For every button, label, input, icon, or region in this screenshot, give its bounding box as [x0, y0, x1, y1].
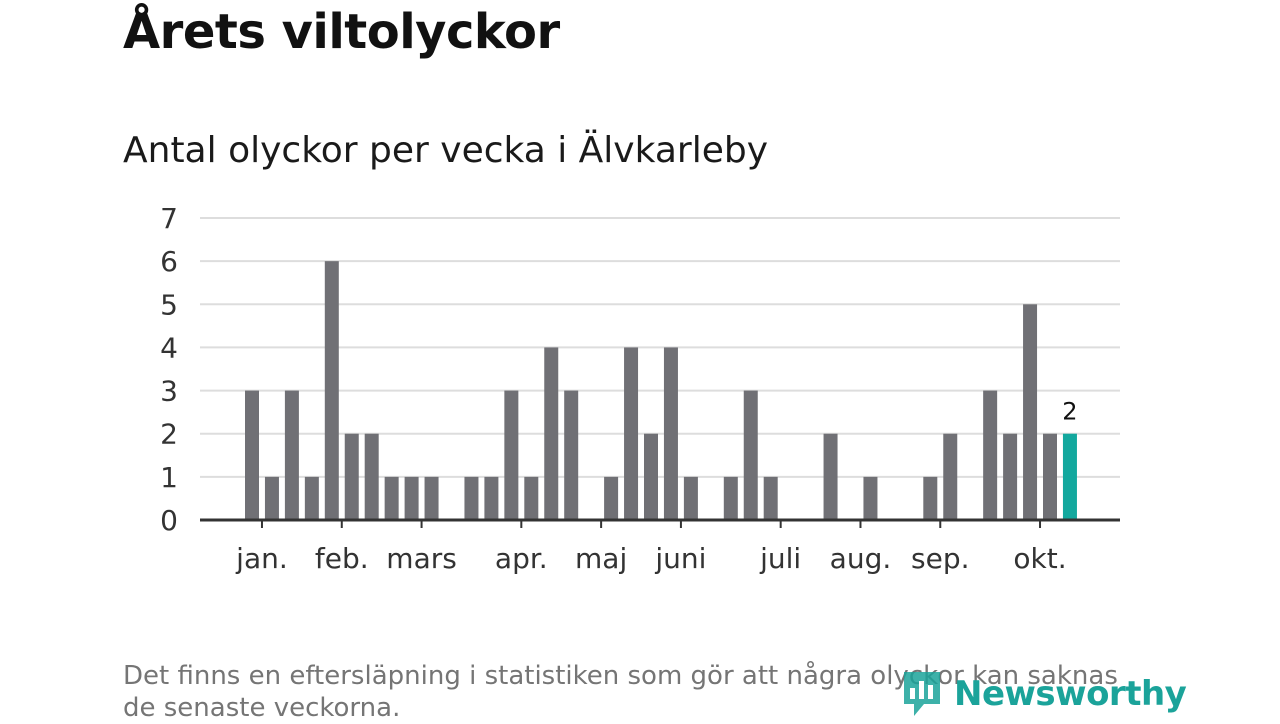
week-bar — [484, 476, 499, 520]
week-bar — [624, 347, 639, 520]
week-bar — [604, 476, 619, 520]
week-bar — [863, 476, 878, 520]
x-tick-label: sep. — [911, 542, 970, 575]
footnote: Det finns en eftersläpning i statistiken… — [123, 661, 1118, 723]
x-tick-label: maj — [575, 542, 627, 575]
y-tick-label: 6 — [160, 245, 178, 278]
week-bar — [943, 433, 958, 520]
week-bar — [1023, 304, 1038, 520]
week-bar — [504, 390, 519, 520]
week-bar — [264, 476, 279, 520]
latest-week-value-label: 2 — [1062, 398, 1077, 426]
week-bar — [1043, 433, 1057, 520]
week-bar — [304, 476, 319, 520]
week-bar — [644, 433, 658, 520]
x-tick-label: jan. — [235, 542, 288, 575]
x-tick-label: feb. — [315, 542, 369, 575]
week-bar — [743, 390, 758, 520]
y-tick-label: 3 — [160, 375, 178, 408]
y-tick-label: 2 — [160, 418, 178, 451]
week-bar — [424, 476, 439, 520]
week-bar — [344, 433, 359, 520]
weekly-accidents-bar-chart: 0 1 2 3 4 5 6 7 2 jan. feb. mars apr. maj juni juli aug.… — [160, 202, 1120, 575]
week-bar — [404, 476, 419, 520]
week-bar — [324, 261, 339, 520]
newsworthy-logo-icon — [904, 672, 940, 716]
newsworthy-logo-text: Newsworthy — [954, 674, 1187, 714]
week-bar — [983, 390, 998, 520]
y-tick-label: 0 — [160, 504, 178, 537]
y-tick-label: 1 — [160, 461, 178, 494]
week-bar — [723, 476, 738, 520]
latest-week-bar — [1062, 433, 1077, 520]
week-bar — [524, 476, 539, 520]
x-tick-label: apr. — [495, 542, 548, 575]
newsworthy-logo: Newsworthy — [900, 666, 1187, 722]
x-tick-label: juni — [654, 542, 706, 575]
week-bar — [464, 476, 479, 520]
week-bar — [923, 476, 938, 520]
x-tick-label: okt. — [1013, 542, 1066, 575]
chart-subtitle: Antal olyckor per vecka i Älvkarleby — [123, 130, 768, 171]
y-tick-label: 5 — [160, 288, 178, 321]
week-bar — [683, 476, 698, 520]
week-bar — [245, 390, 259, 520]
x-tick-label: juli — [759, 542, 801, 575]
x-tick-label: aug. — [830, 542, 892, 575]
y-tick-label: 4 — [160, 331, 178, 364]
week-bar — [564, 390, 579, 520]
week-bar — [663, 347, 678, 520]
week-bar — [1003, 433, 1018, 520]
week-bar — [763, 476, 778, 520]
x-tick-label: mars — [386, 542, 457, 575]
week-bar — [364, 433, 379, 520]
week-bar — [284, 390, 299, 520]
week-bar — [384, 476, 399, 520]
week-bar — [544, 347, 559, 520]
week-bar — [823, 433, 838, 520]
chart-title: Årets viltolyckor — [123, 4, 560, 60]
y-tick-label: 7 — [160, 202, 178, 235]
